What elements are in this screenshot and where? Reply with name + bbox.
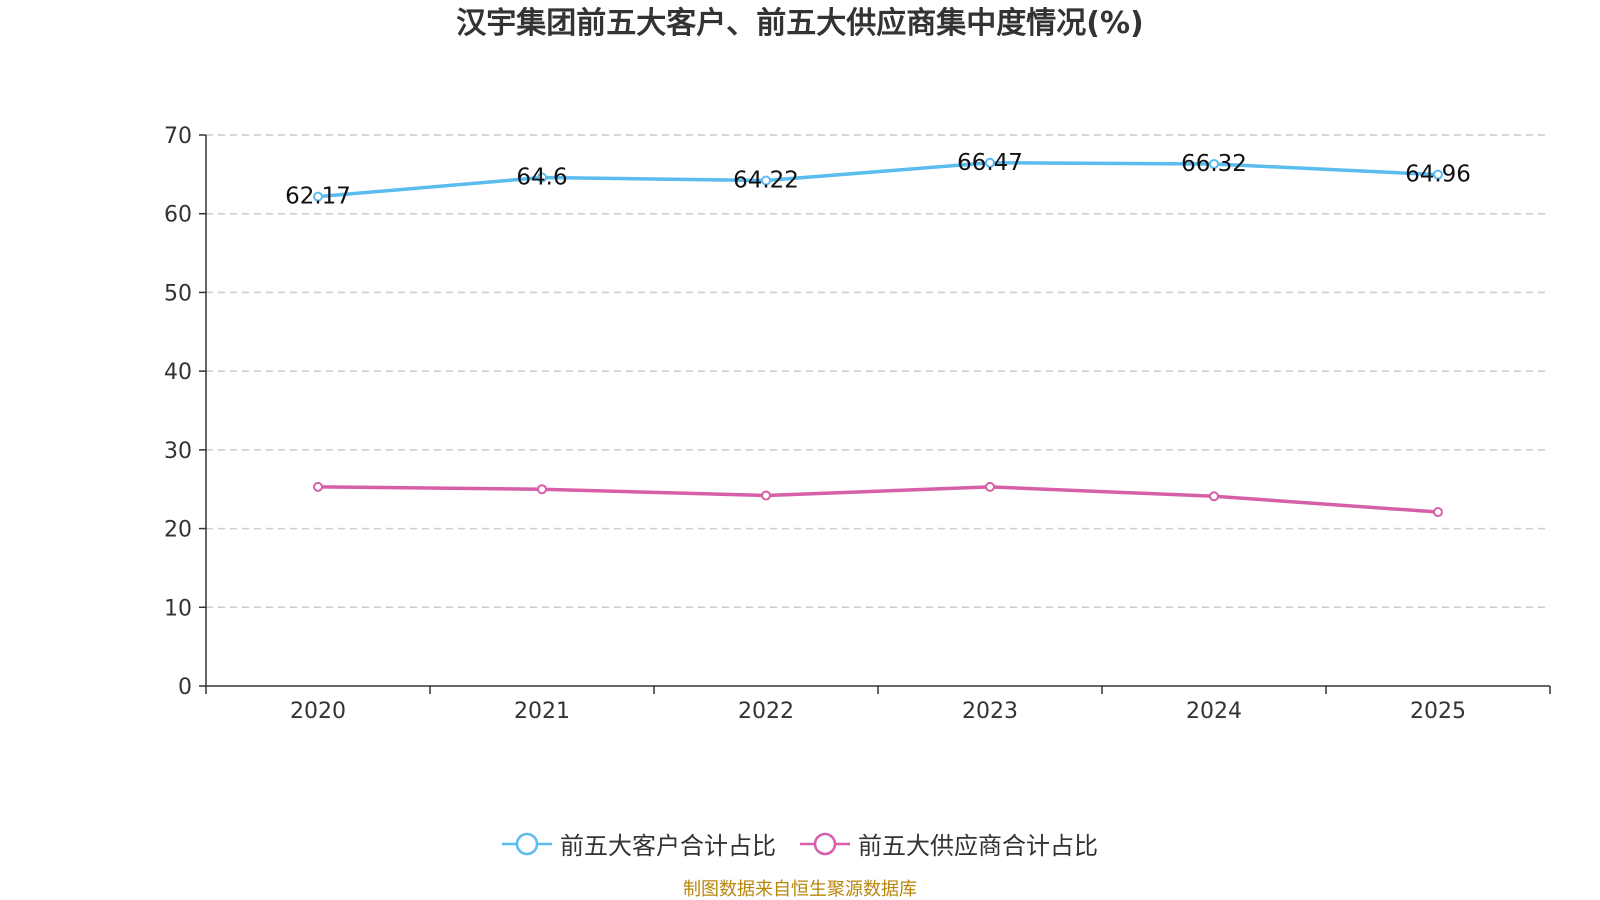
data-labels: 62.17 64.6 64.22 66.47 66.32 64.96 — [285, 150, 1471, 210]
data-point[interactable] — [761, 490, 771, 501]
x-tick-label: 2023 — [962, 699, 1018, 724]
y-tick-label: 40 — [164, 360, 192, 385]
y-tick-label: 0 — [178, 675, 192, 700]
data-label: 64.6 — [516, 165, 567, 191]
series-line-0 — [316, 161, 1440, 199]
y-tick-label: 50 — [164, 281, 192, 306]
axes: 0 10 20 30 40 50 60 70 2020 2021 2022 2023 2024 2025 — [164, 124, 1551, 724]
series-lines — [313, 157, 1443, 518]
data-point[interactable] — [1209, 491, 1219, 502]
x-tick-label: 2021 — [514, 699, 570, 724]
source-note: 制图数据来自恒生聚源数据库 — [683, 879, 917, 900]
data-point[interactable] — [537, 172, 547, 183]
data-label: 62.17 — [285, 184, 351, 210]
legend-label-suppliers: 前五大供应商合计占比 — [858, 832, 1098, 860]
data-label: 66.47 — [957, 150, 1023, 176]
legend-swatch-customers — [502, 832, 552, 855]
data-point[interactable] — [985, 481, 995, 492]
data-point[interactable] — [985, 157, 995, 168]
data-point[interactable] — [313, 481, 323, 492]
data-label: 66.32 — [1181, 151, 1247, 177]
data-point[interactable] — [1433, 169, 1443, 180]
y-tick-label: 30 — [164, 439, 192, 464]
data-label: 64.22 — [733, 167, 799, 193]
legend-swatch-suppliers — [800, 832, 850, 855]
x-tick-label: 2020 — [290, 699, 346, 724]
data-point[interactable] — [1209, 158, 1219, 169]
data-label: 64.96 — [1405, 162, 1471, 188]
y-tick-label: 20 — [164, 518, 192, 543]
series-line-1 — [316, 485, 1440, 514]
data-point[interactable] — [537, 484, 547, 495]
x-tick-label: 2025 — [1410, 699, 1466, 724]
data-point[interactable] — [313, 191, 323, 202]
legend-item-customers[interactable]: 前五大客户合计占比 — [502, 826, 776, 861]
legend: 前五大客户合计占比 前五大供应商合计占比 — [0, 826, 1600, 861]
data-point[interactable] — [1433, 507, 1443, 518]
legend-label-customers: 前五大客户合计占比 — [560, 832, 776, 860]
x-tick-label: 2022 — [738, 699, 794, 724]
x-tick-label: 2024 — [1186, 699, 1242, 724]
grid-lines — [206, 134, 1550, 609]
y-tick-label: 60 — [164, 203, 192, 228]
y-tick-label: 70 — [164, 124, 192, 149]
chart-title: 汉宇集团前五大客户、前五大供应商集中度情况(%) — [456, 6, 1144, 41]
y-tick-label: 10 — [164, 596, 192, 621]
legend-item-suppliers[interactable]: 前五大供应商合计占比 — [800, 826, 1098, 861]
data-point[interactable] — [761, 175, 771, 186]
